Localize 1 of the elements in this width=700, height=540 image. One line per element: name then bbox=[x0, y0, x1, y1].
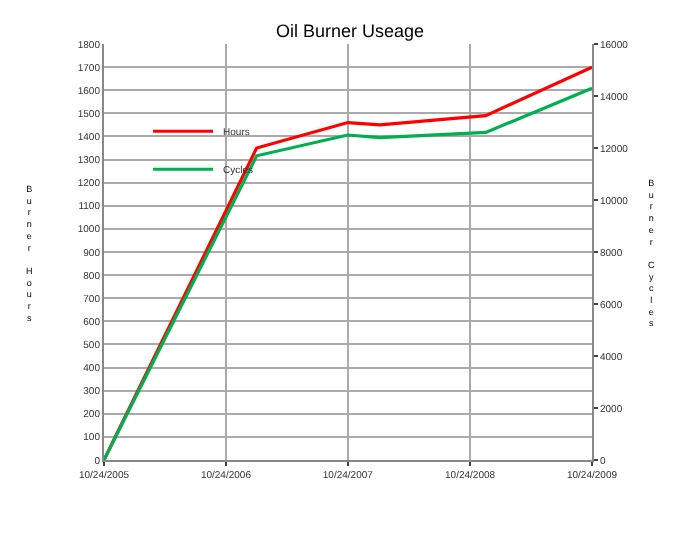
chart-title: Oil Burner Useage bbox=[275, 20, 425, 41]
